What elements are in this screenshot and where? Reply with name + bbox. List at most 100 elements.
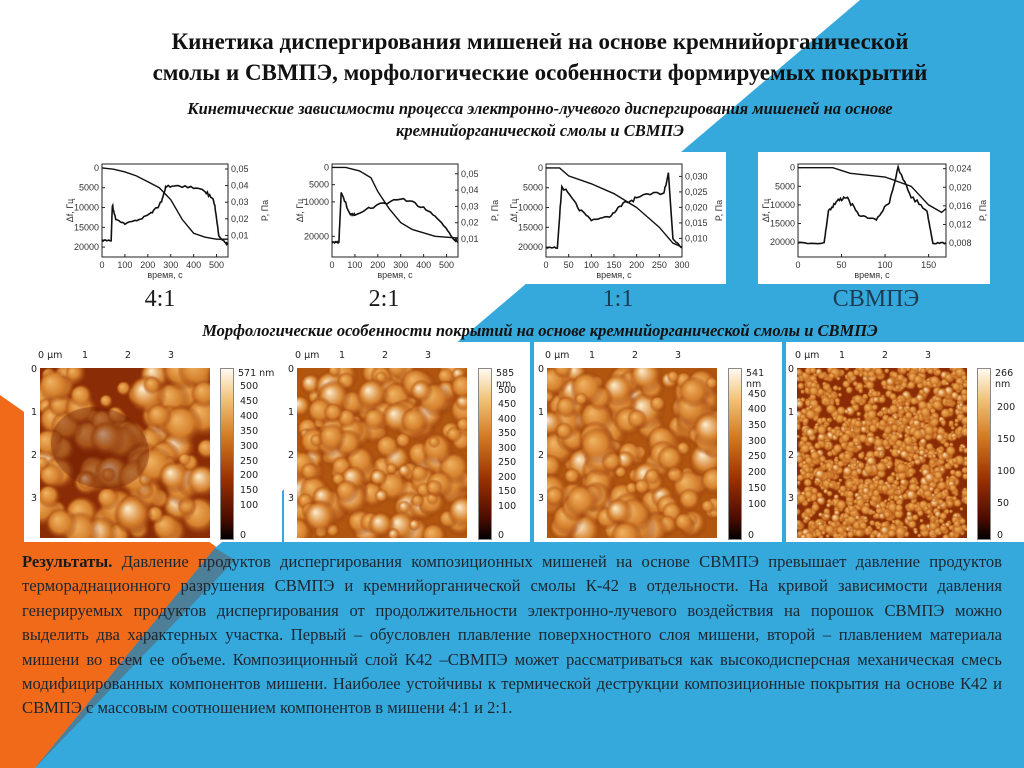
- afm-x-axis-label: 3: [675, 350, 682, 361]
- colorbar-tick-label: 0: [498, 530, 505, 541]
- y2-tick-label: 0,02: [461, 218, 479, 228]
- x-tick-label: 0: [543, 260, 548, 270]
- colorbar-tick-label: 450: [240, 396, 259, 408]
- colorbar-tick-label: 450: [498, 399, 517, 411]
- afm-topography-image: [297, 368, 467, 538]
- chart-svg: 0 50 100 150 0 5000 10000 15000 20000 0,024 0,020 0…: [761, 163, 988, 280]
- colorbar-tick-label: 450: [748, 388, 767, 400]
- y2-tick-label: 0,020: [685, 202, 708, 212]
- y2-tick-label: 0,020: [949, 182, 972, 192]
- afm-panel-4: 0 µm 1 2 3 0 1 2 3 266 nm 200 150 100 50 0: [786, 342, 1024, 542]
- colorbar-tick-label: 100: [748, 498, 767, 510]
- y-tick-label: 10000: [518, 203, 543, 213]
- y-tick-label: 0: [538, 163, 543, 173]
- colorbar-tick-label: 150: [240, 485, 259, 497]
- y2-tick-label: 0,02: [231, 214, 249, 224]
- x-tick-label: 50: [837, 260, 847, 270]
- x-tick-label: 50: [564, 260, 574, 270]
- ratio-label-1-1: 1:1: [602, 286, 634, 312]
- afm-panel-1: 0 µm 1 2 3 0 1 2 3 571 nm 500 450 400 350 300 250 200 15…: [24, 342, 282, 542]
- ratio-label-svmpe: СВМПЭ: [832, 286, 920, 312]
- afm-x-axis-label: 0 µm: [295, 350, 320, 361]
- colorbar-tick-label: 0: [997, 530, 1004, 541]
- afm-x-axis-label: 1: [82, 350, 89, 361]
- colorbar-tick-label: 0: [748, 530, 755, 541]
- y2-axis-label: P, Па: [978, 200, 988, 221]
- afm-y-axis-label: 2: [788, 450, 795, 461]
- afm-x-axis-label: 2: [632, 350, 639, 361]
- afm-y-axis-label: 1: [288, 407, 295, 418]
- x-tick-label: 300: [163, 260, 178, 270]
- y2-tick-label: 0,015: [685, 218, 708, 228]
- colorbar-max-label: 571 nm: [238, 368, 275, 379]
- x-axis-label: время, с: [596, 270, 632, 280]
- x-tick-label: 200: [370, 260, 385, 270]
- colorbar-tick-label: 300: [498, 442, 517, 454]
- colorbar-tick-label: 500: [498, 384, 517, 396]
- afm-y-axis-label: 2: [538, 450, 545, 461]
- chart-svmpe: 0 50 100 150 0 5000 10000 15000 20000 0,024 0,020 0…: [758, 152, 990, 284]
- results-label: Результаты.: [22, 552, 113, 571]
- afm-x-axis-label: 1: [339, 350, 346, 361]
- colorbar-tick-label: 350: [748, 420, 767, 432]
- afm-topography-image: [40, 368, 210, 538]
- x-tick-label: 300: [674, 260, 689, 270]
- y2-tick-label: 0,030: [685, 171, 708, 181]
- x-tick-label: 100: [117, 260, 132, 270]
- y2-tick-label: 0,04: [461, 185, 479, 195]
- x-tick-label: 150: [606, 260, 621, 270]
- frequency-series-line: [798, 167, 947, 214]
- y2-tick-label: 0,05: [231, 164, 249, 174]
- x-tick-label: 150: [921, 260, 936, 270]
- colorbar-tick-label: 100: [498, 500, 517, 512]
- y-tick-label: 20000: [304, 231, 329, 241]
- afm-height-colorbar: [728, 368, 742, 540]
- afm-y-axis-label: 3: [31, 493, 38, 504]
- afm-x-axis-label: 1: [589, 350, 596, 361]
- colorbar-tick-label: 350: [498, 428, 517, 440]
- colorbar-tick-label: 100: [997, 466, 1016, 478]
- x-tick-label: 100: [878, 260, 893, 270]
- colorbar-tick-label: 150: [997, 434, 1016, 446]
- y2-tick-label: 0,012: [949, 219, 972, 229]
- y2-tick-label: 0,04: [231, 181, 249, 191]
- y-tick-label: 5000: [79, 183, 99, 193]
- plot-frame: [797, 163, 947, 258]
- pressure-series-line: [101, 184, 229, 247]
- afm-y-axis-label: 3: [538, 493, 545, 504]
- colorbar-max-label: 266 nm: [995, 368, 1014, 390]
- chart-svg: 0 100 200 300 400 500050001000015000200000,05…: [65, 163, 270, 280]
- x-tick-label: 300: [393, 260, 408, 270]
- afm-y-axis-label: 0: [788, 364, 795, 375]
- afm-y-axis-label: 2: [31, 450, 38, 461]
- y-axis-label: Δf, Гц: [509, 199, 519, 223]
- y2-tick-label: 0,010: [685, 233, 708, 243]
- frequency-series-line: [101, 167, 228, 240]
- y-tick-label: 0: [324, 162, 329, 172]
- chart-1-1: 0 50 100 150 200 250 300 0 5000 10000 15000 20000 0,…: [506, 152, 726, 284]
- x-tick-label: 0: [99, 260, 104, 270]
- y2-tick-label: 0,03: [461, 201, 479, 211]
- y2-axis-label: P, Па: [490, 200, 500, 221]
- colorbar-tick-label: 50: [997, 498, 1010, 510]
- plot-frame: [331, 163, 459, 258]
- frequency-series-line: [546, 167, 683, 248]
- y-tick-label: 10000: [770, 200, 795, 210]
- y-axis-label: Δf, Гц: [295, 199, 305, 223]
- chart-svg: 0 100 200 300 400 5000500010000200000,050,040…: [295, 162, 500, 280]
- morphology-heading: Морфологические особенности покрытий на …: [202, 321, 878, 340]
- x-axis-label: время, с: [377, 270, 413, 280]
- colorbar-tick-label: 200: [748, 467, 767, 479]
- ratio-label-2-1: 2:1: [368, 286, 400, 312]
- afm-x-axis-label: 0 µm: [795, 350, 820, 361]
- x-axis-label: время, с: [854, 270, 890, 280]
- afm-x-axis-label: 0 µm: [545, 350, 570, 361]
- x-axis-label: время, с: [147, 270, 183, 280]
- afm-y-axis-label: 1: [31, 407, 38, 418]
- x-tick-label: 400: [416, 260, 431, 270]
- y-tick-label: 5000: [309, 180, 329, 190]
- x-tick-label: 250: [652, 260, 667, 270]
- results-paragraph: Результаты. Давление продуктов диспергир…: [22, 550, 1002, 721]
- afm-y-axis-label: 1: [788, 407, 795, 418]
- y2-tick-label: 0,016: [949, 201, 972, 211]
